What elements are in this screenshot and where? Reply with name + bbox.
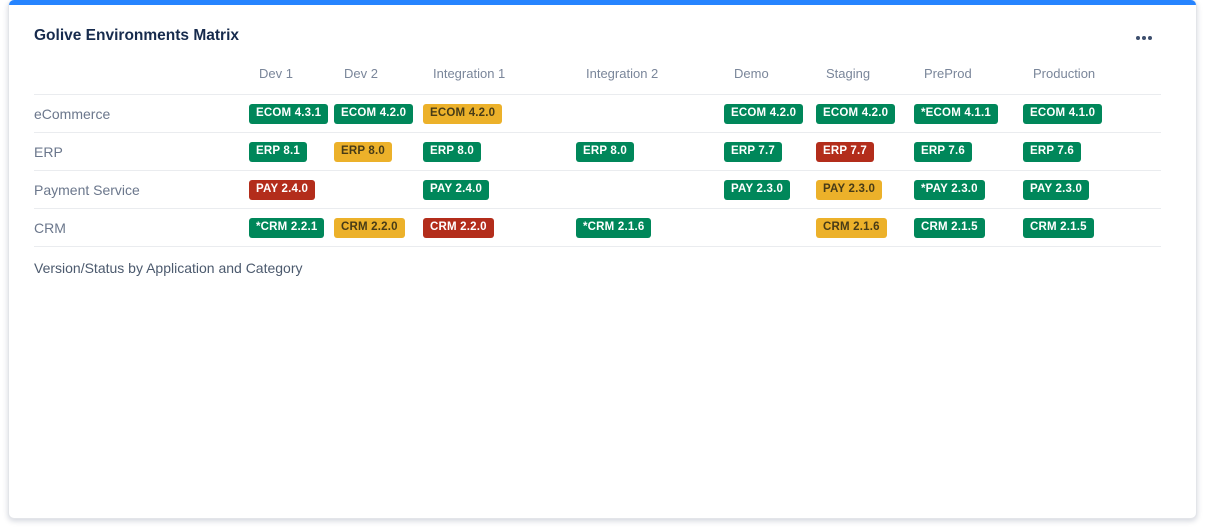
column-header-staging: Staging — [811, 58, 909, 95]
matrix-cell: PAY 2.3.0 — [719, 170, 811, 209]
matrix-cell: CRM 2.2.0 — [418, 208, 571, 247]
version-status-badge[interactable]: *PAY 2.3.0 — [914, 180, 985, 200]
matrix-cell: ERP 8.0 — [571, 132, 719, 171]
matrix-row: eCommerce ECOM 4.3.1 ECOM 4.2.0 ECOM 4.2.0 E… — [34, 94, 1161, 133]
column-header-demo: Demo — [719, 58, 811, 95]
version-status-badge[interactable]: PAY 2.4.0 — [249, 180, 316, 200]
column-header-preprod: PreProd — [909, 58, 1018, 95]
matrix-cell: PAY 2.4.0 — [244, 170, 329, 209]
environments-matrix-table: Dev 1 Dev 2 Integration 1 Integration 2 … — [34, 58, 1161, 247]
matrix-cell: ERP 7.6 — [1018, 132, 1161, 171]
matrix-cell: CRM 2.1.5 — [1018, 208, 1161, 247]
row-label: CRM — [34, 208, 244, 247]
matrix-cell: *ECOM 4.1.1 — [909, 94, 1018, 133]
version-status-badge[interactable]: ECOM 4.1.0 — [1023, 104, 1103, 124]
column-header-integration-2: Integration 2 — [571, 58, 719, 95]
version-status-badge[interactable]: *CRM 2.1.6 — [576, 218, 652, 238]
matrix-cell: ERP 8.0 — [418, 132, 571, 171]
column-header-spacer — [34, 58, 244, 95]
matrix-cell — [571, 170, 719, 209]
matrix-cell — [571, 94, 719, 133]
version-status-badge[interactable]: PAY 2.3.0 — [1023, 180, 1090, 200]
version-status-badge[interactable]: CRM 2.1.6 — [816, 218, 887, 238]
version-status-badge[interactable]: PAY 2.4.0 — [423, 180, 490, 200]
matrix-row: Payment Service PAY 2.4.0 PAY 2.4.0 PAY 2.3… — [34, 170, 1161, 209]
matrix-cell: CRM 2.2.0 — [329, 208, 418, 247]
matrix-row: ERP ERP 8.1 ERP 8.0 ERP 8.0 ERP 8.0 ERP 7.7 ER… — [34, 132, 1161, 171]
matrix-cell: CRM 2.1.6 — [811, 208, 909, 247]
matrix-cell: ERP 7.6 — [909, 132, 1018, 171]
matrix-cell: *CRM 2.2.1 — [244, 208, 329, 247]
matrix-row: CRM *CRM 2.2.1 CRM 2.2.0 CRM 2.2.0 *CRM 2.1.… — [34, 208, 1161, 247]
environments-matrix: Dev 1 Dev 2 Integration 1 Integration 2 … — [9, 46, 1196, 247]
matrix-cell — [719, 208, 811, 247]
matrix-cell: ECOM 4.3.1 — [244, 94, 329, 133]
matrix-cell: ECOM 4.2.0 — [719, 94, 811, 133]
row-label: eCommerce — [34, 94, 244, 133]
version-status-badge[interactable]: ERP 7.7 — [724, 142, 783, 162]
matrix-cell — [329, 170, 418, 209]
version-status-badge[interactable]: ERP 7.6 — [1023, 142, 1082, 162]
matrix-cell: ERP 8.0 — [329, 132, 418, 171]
version-status-badge[interactable]: ERP 8.0 — [334, 142, 393, 162]
ellipsis-icon — [1148, 36, 1152, 40]
matrix-cell: ECOM 4.2.0 — [329, 94, 418, 133]
version-status-badge[interactable]: ERP 7.6 — [914, 142, 973, 162]
matrix-cell: *PAY 2.3.0 — [909, 170, 1018, 209]
ellipsis-icon — [1136, 36, 1140, 40]
row-label: Payment Service — [34, 170, 244, 209]
matrix-cell: CRM 2.1.5 — [909, 208, 1018, 247]
version-status-badge[interactable]: ERP 7.7 — [816, 142, 875, 162]
gadget-card: Golive Environments Matrix — [8, 0, 1197, 519]
matrix-cell: ECOM 4.1.0 — [1018, 94, 1161, 133]
matrix-cell: PAY 2.4.0 — [418, 170, 571, 209]
version-status-badge[interactable]: PAY 2.3.0 — [816, 180, 883, 200]
version-status-badge[interactable]: ERP 8.0 — [576, 142, 635, 162]
more-actions-button[interactable] — [1132, 32, 1156, 44]
column-header-production: Production — [1018, 58, 1161, 95]
matrix-cell: ECOM 4.2.0 — [418, 94, 571, 133]
version-status-badge[interactable]: ECOM 4.2.0 — [423, 104, 503, 124]
matrix-cell: *CRM 2.1.6 — [571, 208, 719, 247]
matrix-cell: PAY 2.3.0 — [811, 170, 909, 209]
version-status-badge[interactable]: CRM 2.2.0 — [423, 218, 494, 238]
matrix-body: eCommerce ECOM 4.3.1 ECOM 4.2.0 ECOM 4.2.0 E… — [34, 94, 1161, 247]
version-status-badge[interactable]: CRM 2.1.5 — [1023, 218, 1094, 238]
matrix-cell: ERP 7.7 — [811, 132, 909, 171]
column-header-dev-2: Dev 2 — [329, 58, 418, 95]
version-status-badge[interactable]: ECOM 4.2.0 — [334, 104, 414, 124]
version-status-badge[interactable]: *ECOM 4.1.1 — [914, 104, 998, 124]
gadget-accent-bar — [9, 0, 1196, 5]
matrix-header-row: Dev 1 Dev 2 Integration 1 Integration 2 … — [34, 58, 1161, 95]
version-status-badge[interactable]: ECOM 4.3.1 — [249, 104, 329, 124]
version-status-badge[interactable]: ECOM 4.2.0 — [816, 104, 896, 124]
matrix-cell: ERP 7.7 — [719, 132, 811, 171]
version-status-badge[interactable]: ECOM 4.2.0 — [724, 104, 804, 124]
matrix-cell: ERP 8.1 — [244, 132, 329, 171]
version-status-badge[interactable]: CRM 2.2.0 — [334, 218, 405, 238]
matrix-cell: PAY 2.3.0 — [1018, 170, 1161, 209]
gadget-header: Golive Environments Matrix — [9, 5, 1196, 46]
version-status-badge[interactable]: ERP 8.0 — [423, 142, 482, 162]
matrix-cell: ECOM 4.2.0 — [811, 94, 909, 133]
column-header-integration-1: Integration 1 — [418, 58, 571, 95]
row-label: ERP — [34, 132, 244, 171]
page-title: Golive Environments Matrix — [34, 27, 239, 44]
ellipsis-icon — [1142, 36, 1146, 40]
column-header-dev-1: Dev 1 — [244, 58, 329, 95]
version-status-badge[interactable]: *CRM 2.2.1 — [249, 218, 325, 238]
version-status-badge[interactable]: CRM 2.1.5 — [914, 218, 985, 238]
version-status-badge[interactable]: PAY 2.3.0 — [724, 180, 791, 200]
gadget-subtitle: Version/Status by Application and Catego… — [34, 260, 303, 276]
version-status-badge[interactable]: ERP 8.1 — [249, 142, 308, 162]
